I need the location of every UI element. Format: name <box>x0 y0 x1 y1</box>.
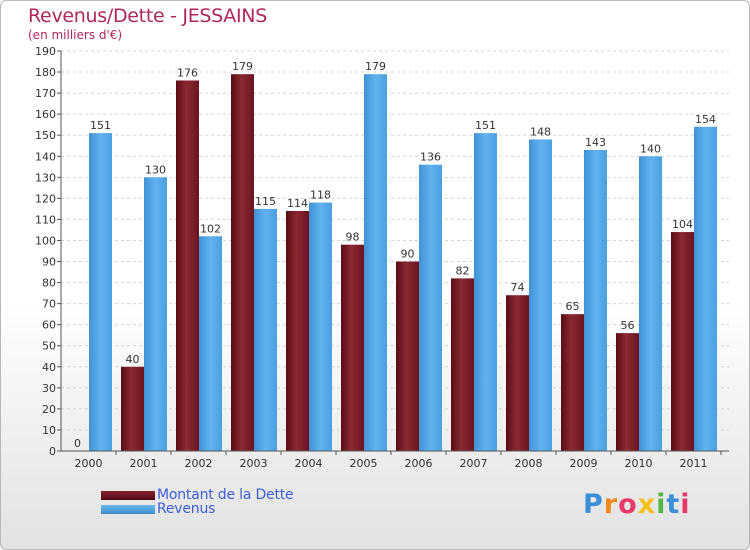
y-tick-label-110: 110 <box>35 213 56 226</box>
x-tick-label-2006: 2006 <box>405 457 433 470</box>
x-tick-label-2004: 2004 <box>295 457 323 470</box>
bar-dette-2008 <box>506 295 529 451</box>
bar-revenus-2008 <box>529 139 552 451</box>
y-tick-label-140: 140 <box>35 150 56 163</box>
data-label-revenus-2001: 130 <box>145 163 166 176</box>
data-label-revenus-2009: 143 <box>585 136 606 149</box>
data-label-dette-2004: 114 <box>287 197 308 210</box>
proxiti-logo: Proxiti <box>583 489 691 520</box>
bar-revenus-2007 <box>474 133 497 451</box>
bar-dette-2003 <box>231 74 254 451</box>
bar-revenus-2003 <box>254 208 277 451</box>
logo-letter: i <box>680 489 691 520</box>
x-tick-label-2009: 2009 <box>570 457 598 470</box>
y-tick-label-120: 120 <box>35 192 56 205</box>
bar-revenus-2009 <box>584 149 607 451</box>
x-tick-label-2001: 2001 <box>130 457 158 470</box>
y-tick-label-50: 50 <box>42 340 56 353</box>
y-tick-label-40: 40 <box>42 361 56 374</box>
x-tick-label-2011: 2011 <box>680 457 708 470</box>
bar-dette-2002 <box>176 80 199 451</box>
data-label-dette-2011: 104 <box>672 218 693 231</box>
legend-label-revenus: Revenus <box>157 501 216 517</box>
y-tick-label-150: 150 <box>35 129 56 142</box>
logo-letter: r <box>603 489 619 520</box>
bar-revenus-2006 <box>419 164 442 451</box>
chart-subtitle: (en milliers d'€) <box>28 28 123 42</box>
data-label-dette-2010: 56 <box>621 319 635 332</box>
bar-revenus-2000 <box>89 133 112 451</box>
data-label-dette-2003: 179 <box>232 60 253 73</box>
data-label-revenus-2007: 151 <box>475 119 496 132</box>
bar-dette-2009 <box>561 314 584 451</box>
data-label-dette-2009: 65 <box>566 300 580 313</box>
logo-letter: o <box>618 489 638 520</box>
x-tick-label-2008: 2008 <box>515 457 543 470</box>
x-tick-label-2002: 2002 <box>185 457 213 470</box>
legend-item-dette: Montant de la Dette <box>101 487 294 503</box>
bar-revenus-2010 <box>639 156 662 451</box>
x-tick-label-2003: 2003 <box>240 457 268 470</box>
bar-dette-2004 <box>286 211 309 451</box>
data-label-revenus-2011: 154 <box>695 113 716 126</box>
bar-revenus-2004 <box>309 202 332 451</box>
bar-revenus-2011 <box>694 126 717 451</box>
x-tick-label-2005: 2005 <box>350 457 378 470</box>
y-tick-label-0: 0 <box>49 445 56 458</box>
data-label-revenus-2003: 115 <box>255 195 276 208</box>
data-label-revenus-2002: 102 <box>200 222 221 235</box>
data-label-dette-2007: 82 <box>456 264 470 277</box>
bar-dette-2010 <box>616 333 639 451</box>
legend-swatch-revenus <box>101 504 155 514</box>
y-tick-label-80: 80 <box>42 277 56 290</box>
y-tick-label-190: 190 <box>35 45 56 58</box>
data-label-revenus-2008: 148 <box>530 125 551 138</box>
bar-dette-2005 <box>341 244 364 451</box>
legend-item-revenus: Revenus <box>101 501 215 517</box>
bar-revenus-2001 <box>144 177 167 451</box>
y-tick-label-30: 30 <box>42 382 56 395</box>
data-label-dette-2000: 0 <box>74 437 81 450</box>
y-tick-label-60: 60 <box>42 319 56 332</box>
y-tick-label-70: 70 <box>42 298 56 311</box>
y-tick-label-180: 180 <box>35 66 56 79</box>
logo-letter: t <box>666 489 681 520</box>
x-tick-label-2000: 2000 <box>75 457 103 470</box>
y-tick-label-130: 130 <box>35 171 56 184</box>
data-label-revenus-2004: 118 <box>310 189 331 202</box>
data-label-revenus-2000: 151 <box>90 119 111 132</box>
legend-swatch-dette <box>101 490 155 500</box>
y-tick-label-10: 10 <box>42 424 56 437</box>
data-label-dette-2002: 176 <box>177 66 198 79</box>
logo-letter: x <box>637 489 657 520</box>
y-tick-label-170: 170 <box>35 87 56 100</box>
data-label-dette-2006: 90 <box>401 248 415 261</box>
bar-dette-2011 <box>671 232 694 451</box>
bar-dette-2006 <box>396 261 419 451</box>
y-tick-label-90: 90 <box>42 256 56 269</box>
data-label-dette-2001: 40 <box>126 353 140 366</box>
bar-dette-2007 <box>451 278 474 451</box>
chart-title: Revenus/Dette - JESSAINS <box>28 5 267 27</box>
bar-dette-2001 <box>121 366 144 451</box>
bar-revenus-2005 <box>364 74 387 451</box>
logo-letter: P <box>583 489 604 520</box>
x-tick-label-2010: 2010 <box>625 457 653 470</box>
data-label-dette-2008: 74 <box>511 281 525 294</box>
logo-letter: i <box>656 489 667 520</box>
legend-label-dette: Montant de la Dette <box>157 487 294 503</box>
bar-revenus-2002 <box>199 236 222 451</box>
y-tick-label-20: 20 <box>42 403 56 416</box>
data-label-dette-2005: 98 <box>346 231 360 244</box>
data-label-revenus-2005: 179 <box>365 60 386 73</box>
y-tick-label-160: 160 <box>35 108 56 121</box>
data-label-revenus-2010: 140 <box>640 142 661 155</box>
data-label-revenus-2006: 136 <box>420 151 441 164</box>
y-tick-label-100: 100 <box>35 234 56 247</box>
x-tick-label-2007: 2007 <box>460 457 488 470</box>
